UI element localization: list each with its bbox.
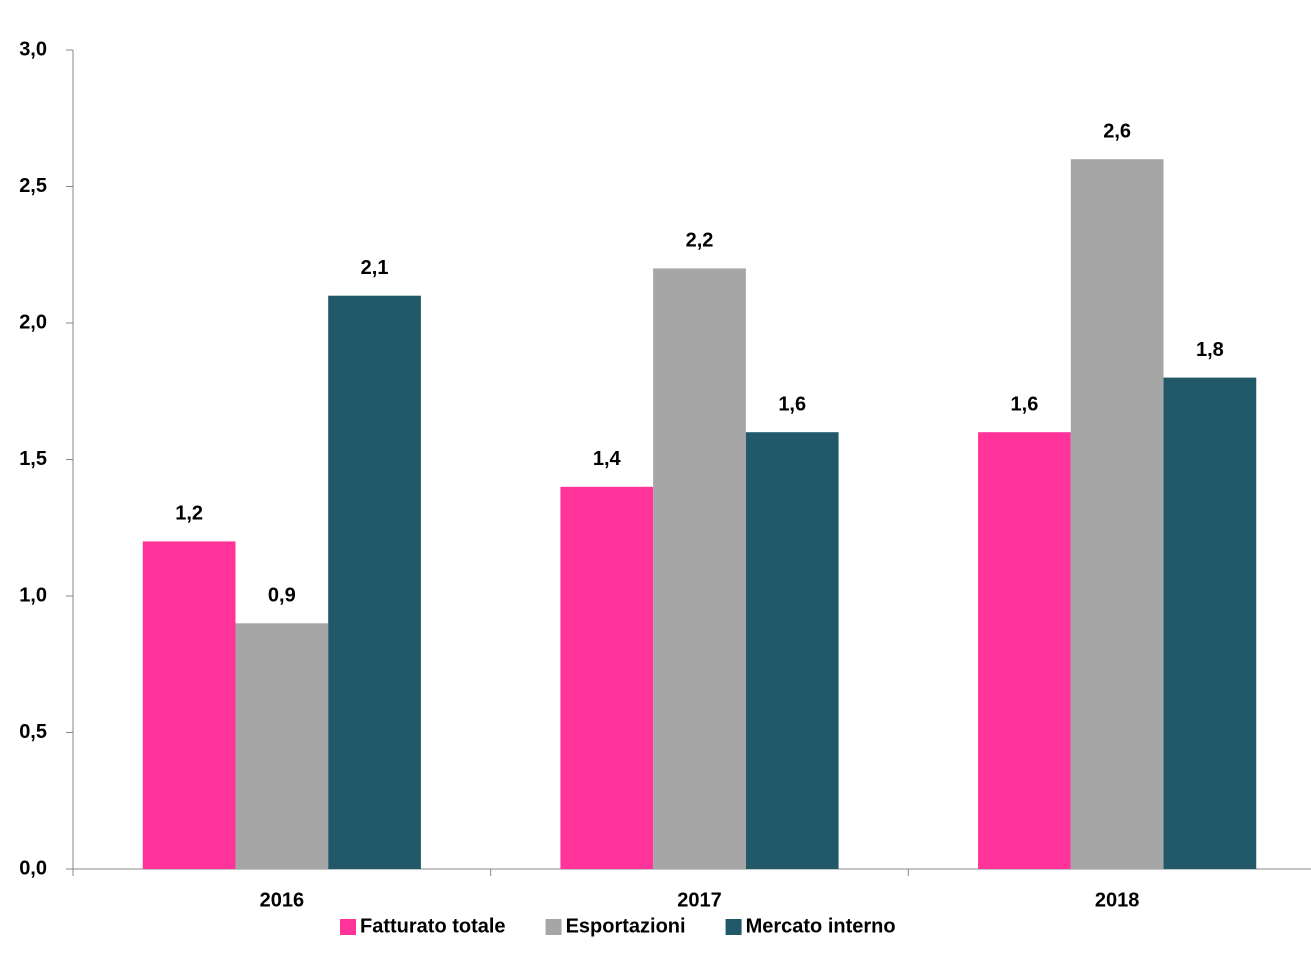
bar <box>560 486 654 869</box>
bar <box>653 268 746 869</box>
y-tick-label: 1,0 <box>19 584 47 606</box>
value-label: 1,2 <box>175 503 203 525</box>
legend-label: Fatturato totale <box>360 915 506 937</box>
value-label: 1,6 <box>778 393 806 415</box>
legend-label: Esportazioni <box>566 915 686 937</box>
x-tick-label: 2018 <box>1095 889 1140 911</box>
x-tick-label: 2016 <box>260 889 305 911</box>
y-tick-label: 0,5 <box>19 721 47 743</box>
value-label: 1,8 <box>1196 339 1224 361</box>
value-label: 2,2 <box>686 230 714 252</box>
value-label: 1,4 <box>593 448 622 470</box>
value-label: 1,6 <box>1011 393 1039 415</box>
legend-label: Mercato interno <box>746 915 896 937</box>
value-label: 2,1 <box>361 257 389 279</box>
bar <box>1163 377 1257 869</box>
bar <box>745 432 839 869</box>
legend-swatch <box>545 919 562 935</box>
y-tick-label: 2,5 <box>19 175 47 197</box>
legend-swatch <box>725 919 742 935</box>
bar <box>328 295 421 869</box>
bar <box>1070 159 1164 869</box>
value-label: 0,9 <box>268 585 296 607</box>
value-label: 2,6 <box>1103 120 1131 142</box>
y-tick-label: 1,5 <box>19 448 47 470</box>
bar <box>235 623 329 869</box>
y-tick-label: 2,0 <box>19 311 47 333</box>
legend-swatch <box>340 919 356 935</box>
bar <box>978 432 1071 869</box>
x-tick-label: 2017 <box>677 889 722 911</box>
bar <box>142 541 236 869</box>
y-tick-label: 3,0 <box>19 38 47 60</box>
y-tick-label: 0,0 <box>19 857 47 879</box>
